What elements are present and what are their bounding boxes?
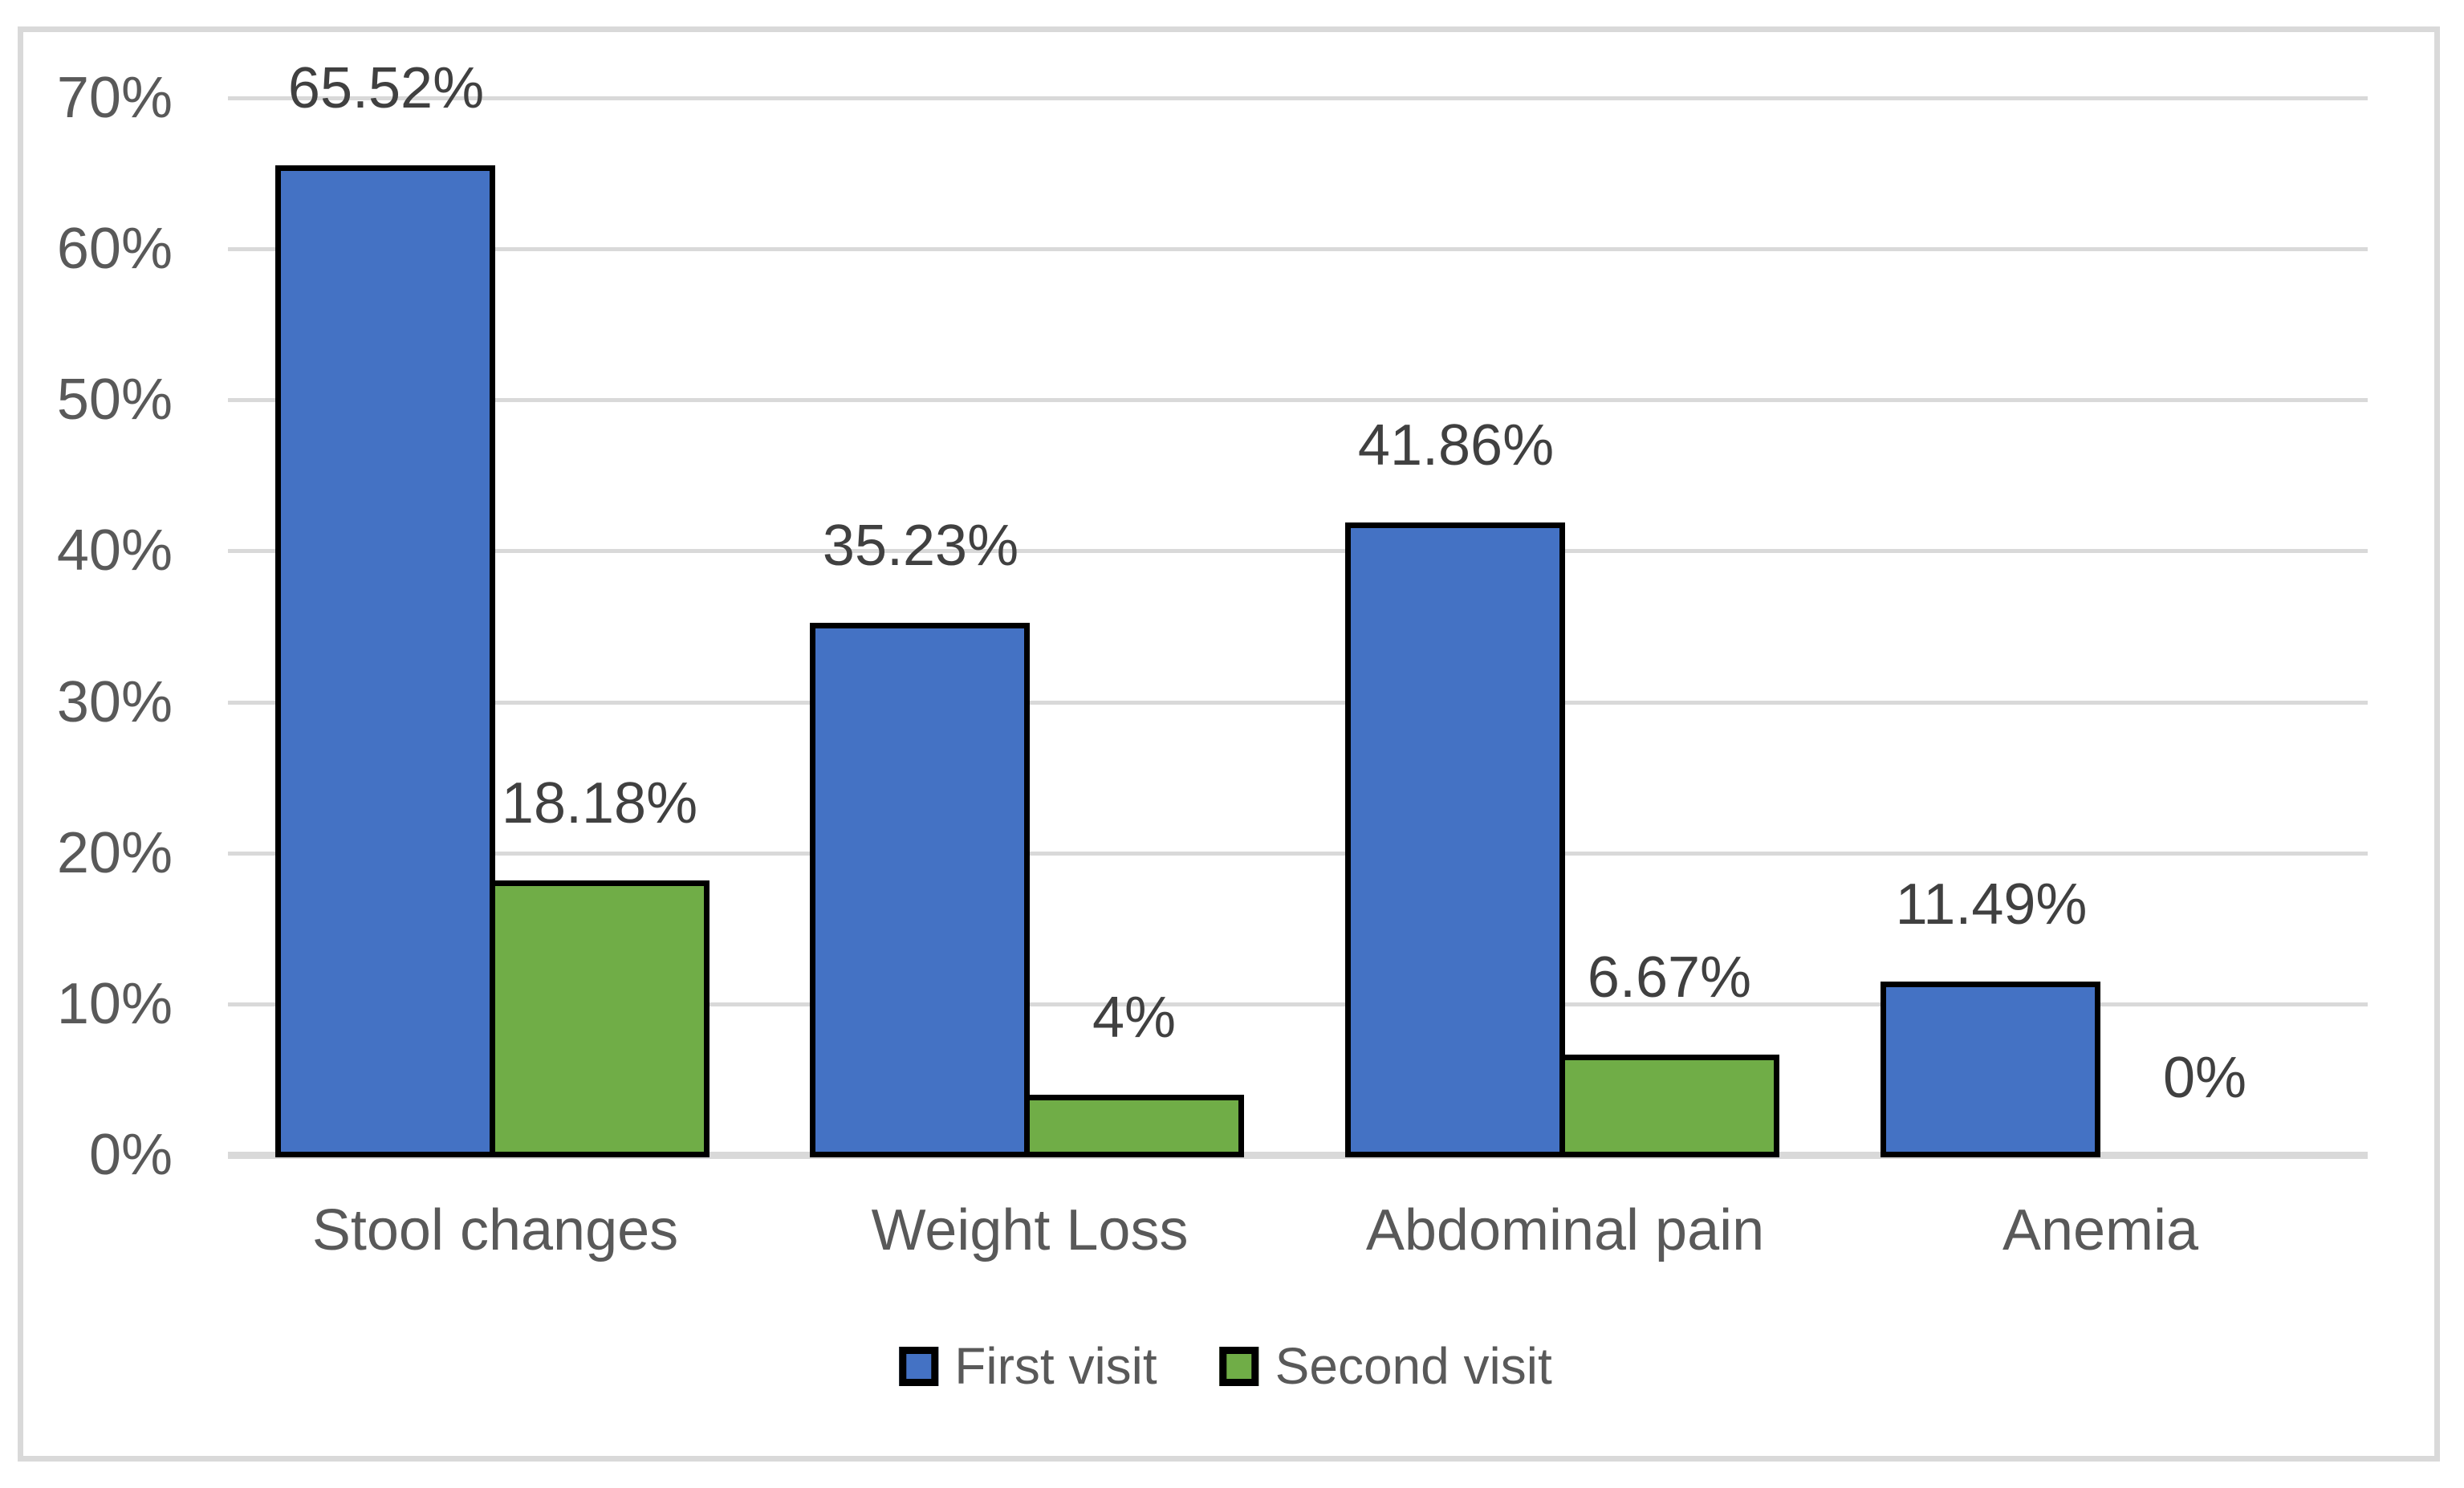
y-gridline xyxy=(228,247,2368,252)
legend-label: Second visit xyxy=(1275,1337,1552,1395)
y-tick-label: 50% xyxy=(56,368,173,433)
y-tick-label: 60% xyxy=(56,217,173,282)
data-label: 41.86% xyxy=(1357,413,1555,478)
legend: First visit Second visit xyxy=(899,1337,1552,1395)
figure-border xyxy=(18,26,2440,1462)
legend-swatch-icon xyxy=(899,1346,939,1386)
bar-second-visit xyxy=(1024,1094,1244,1157)
data-label: 65.52% xyxy=(287,56,485,121)
y-gridline xyxy=(228,549,2368,554)
category-label: Anemia xyxy=(2002,1198,2199,1262)
bar-second-visit xyxy=(490,880,710,1157)
bar-first-visit xyxy=(1881,981,2100,1157)
y-tick-label: 10% xyxy=(56,971,173,1036)
y-gridline xyxy=(228,96,2368,100)
data-label: 11.49% xyxy=(1895,872,2088,937)
data-label: 35.23% xyxy=(822,514,1019,579)
category-label: Abdominal pain xyxy=(1365,1198,1765,1262)
y-gridline xyxy=(228,700,2368,705)
bar-first-visit xyxy=(1345,522,1565,1157)
bar-first-visit xyxy=(275,165,495,1157)
data-label: 0% xyxy=(2162,1046,2247,1110)
category-label: Stool changes xyxy=(311,1198,679,1262)
bar-first-visit xyxy=(810,623,1030,1157)
x-axis-line xyxy=(228,1152,2368,1159)
y-gridline xyxy=(228,1002,2368,1006)
y-tick-label: 40% xyxy=(56,518,173,583)
legend-item: Second visit xyxy=(1219,1337,1552,1395)
y-tick-label: 30% xyxy=(56,669,173,734)
data-label: 4% xyxy=(1092,985,1177,1050)
y-tick-label: 20% xyxy=(56,820,173,885)
bar-second-visit xyxy=(1559,1054,1779,1157)
y-gridline xyxy=(228,398,2368,403)
y-tick-label: 0% xyxy=(88,1123,173,1187)
category-label: Weight Loss xyxy=(871,1198,1189,1262)
data-label: 6.67% xyxy=(1587,945,1752,1010)
y-gridline xyxy=(228,851,2368,856)
legend-item: First visit xyxy=(899,1338,1157,1394)
y-tick-label: 70% xyxy=(56,66,173,130)
data-label: 18.18% xyxy=(501,770,698,835)
legend-swatch-icon xyxy=(1219,1346,1259,1386)
legend-label: First visit xyxy=(954,1337,1157,1395)
